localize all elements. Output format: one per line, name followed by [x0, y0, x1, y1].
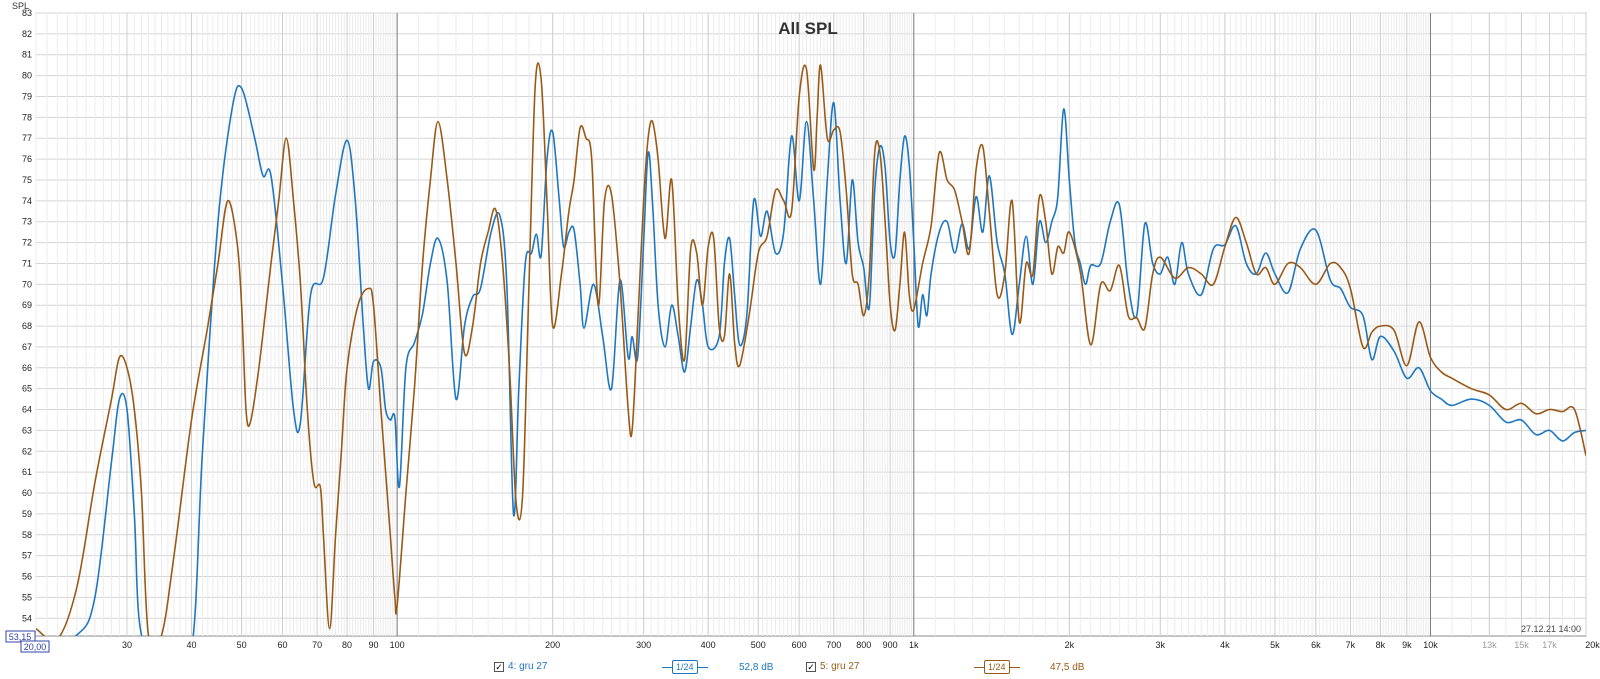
series-5-smoothing: 1/24	[984, 660, 1010, 674]
y-tick-label: 60	[22, 488, 32, 498]
x-tick-label: 50	[237, 640, 247, 650]
x-tick-label: 7k	[1346, 640, 1356, 650]
legend-item-series-5: ✓ 5: gru 27	[806, 661, 859, 672]
grid	[35, 12, 1587, 636]
y-tick-label: 58	[22, 530, 32, 540]
y-tick-label: 75	[22, 175, 32, 185]
x-tick-label: 2k	[1065, 640, 1075, 650]
y-tick-label: 57	[22, 551, 32, 561]
chart-title: All SPL	[778, 19, 838, 38]
y-tick-label: 69	[22, 300, 32, 310]
y-tick-label: 80	[22, 71, 32, 81]
x-tick-label: 70	[312, 640, 322, 650]
y-tick-label: 54	[22, 613, 32, 623]
x-tick-label: 900	[883, 640, 898, 650]
x-tick-label: 17k	[1542, 640, 1557, 650]
x-tick-label: 800	[856, 640, 871, 650]
x-tick-label: 40	[187, 640, 197, 650]
y-tick-label: 81	[22, 50, 32, 60]
y-tick-label: 61	[22, 467, 32, 477]
x-tick-label: 4k	[1220, 640, 1230, 650]
x-tick-label: 1k	[909, 640, 919, 650]
y-tick-label: 63	[22, 425, 32, 435]
y-tick-label: 56	[22, 572, 32, 582]
x-tick-label: 600	[792, 640, 807, 650]
y-tick-label: 77	[22, 133, 32, 143]
x-tick-label: 8k	[1376, 640, 1386, 650]
y-tick-label: 83	[22, 8, 32, 18]
x-tick-label: 90	[368, 640, 378, 650]
y-tick-label: 72	[22, 238, 32, 248]
series-5-level: 47,5 dB	[1050, 662, 1085, 673]
x-tick-label: 9k	[1402, 640, 1412, 650]
series-4-smoothing-control[interactable]: 1/24	[662, 659, 708, 675]
series-line-gru-27-b	[36, 62, 1586, 636]
x-tick-label: 6k	[1311, 640, 1321, 650]
x-tick-label: 15k	[1514, 640, 1529, 650]
x-tick-label: 60	[278, 640, 288, 650]
y-tick-label: 66	[22, 363, 32, 373]
x-tick-label: 80	[342, 640, 352, 650]
y-tick-label: 70	[22, 279, 32, 289]
y-axis-label: SPL	[12, 1, 29, 11]
y-cursor-readout: 53,15	[5, 630, 36, 643]
y-tick-label: 55	[22, 592, 32, 602]
y-tick-label: 64	[22, 405, 32, 415]
y-axis: 54 55 56 57 58 59 60 61 62 63 64 65 66 67 68 69 70 71 72 73…	[22, 8, 32, 623]
series-4-checkbox[interactable]: ✓	[494, 661, 504, 672]
timestamp: 27.12.21 14:00	[1521, 624, 1581, 634]
series-5-checkbox[interactable]: ✓	[806, 661, 816, 672]
x-axis: 30 40 50 60 70 80 90 100 200 300 400 500 600 700 800 90…	[122, 640, 1600, 650]
x-cursor-readout: 20,00	[20, 640, 50, 653]
x-tick-label: 300	[636, 640, 651, 650]
y-tick-label: 59	[22, 509, 32, 519]
y-tick-label: 67	[22, 342, 32, 352]
x-tick-label: 10k	[1423, 640, 1438, 650]
x-tick-label: 100	[390, 640, 405, 650]
series-5-name: 5: gru 27	[820, 661, 860, 672]
x-tick-label: 3k	[1156, 640, 1166, 650]
y-tick-label: 73	[22, 217, 32, 227]
legend-item-series-4: ✓ 4: gru 27	[494, 661, 547, 672]
x-tick-label: 700	[826, 640, 841, 650]
legend: ✓ 4: gru 27 1/24 52,8 dB ✓ 5: gru 27 1/2…	[0, 659, 1600, 679]
series-line-gru-27-a	[74, 84, 1586, 636]
y-tick-label: 65	[22, 384, 32, 394]
series-4-name: 4: gru 27	[508, 661, 548, 672]
y-tick-label: 68	[22, 321, 32, 331]
y-tick-label: 76	[22, 154, 32, 164]
series-group	[36, 62, 1586, 636]
series-4-smoothing: 1/24	[672, 660, 698, 674]
x-tick-label: 400	[701, 640, 716, 650]
y-tick-label: 79	[22, 91, 32, 101]
y-tick-label: 62	[22, 446, 32, 456]
x-tick-label: 200	[545, 640, 560, 650]
x-tick-label: 20kHz	[1585, 640, 1600, 650]
y-tick-label: 82	[22, 29, 32, 39]
series-5-smoothing-control[interactable]: 1/24	[974, 659, 1020, 675]
y-tick-label: 74	[22, 196, 32, 206]
x-tick-label: 5k	[1270, 640, 1280, 650]
y-tick-label: 71	[22, 258, 32, 268]
plot-area	[35, 12, 1587, 637]
y-cursor-value: 53,15	[9, 632, 32, 642]
y-tick-label: 78	[22, 112, 32, 122]
x-cursor-value: 20,00	[24, 642, 47, 652]
series-4-level: 52,8 dB	[739, 662, 774, 673]
x-tick-label: 30	[122, 640, 132, 650]
x-tick-label: 500	[751, 640, 766, 650]
x-tick-label: 13k	[1482, 640, 1497, 650]
